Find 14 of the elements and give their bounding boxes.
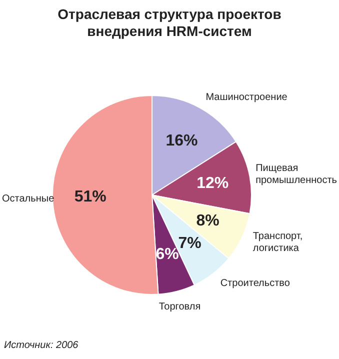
data-label: 12% (196, 174, 229, 192)
slice-label: Остальные (2, 193, 55, 204)
slice-label: Строительство (220, 278, 290, 289)
data-label: 16% (166, 132, 198, 150)
slice-label: Транспорт, логистика (252, 231, 303, 254)
data-label: 7% (178, 235, 202, 252)
slice-label: Машиностроение (206, 92, 288, 104)
slice-label: Торговля (158, 302, 201, 313)
data-label: 51% (74, 188, 106, 206)
data-label: 6% (156, 246, 179, 264)
slice-label: Пищевая промышленность (256, 162, 338, 186)
chart-title: Отраслевая структура проектов внедрения HRM-систем (56, 6, 282, 40)
data-label: 8% (196, 212, 220, 230)
text: Источник: 2006 (4, 340, 78, 351)
